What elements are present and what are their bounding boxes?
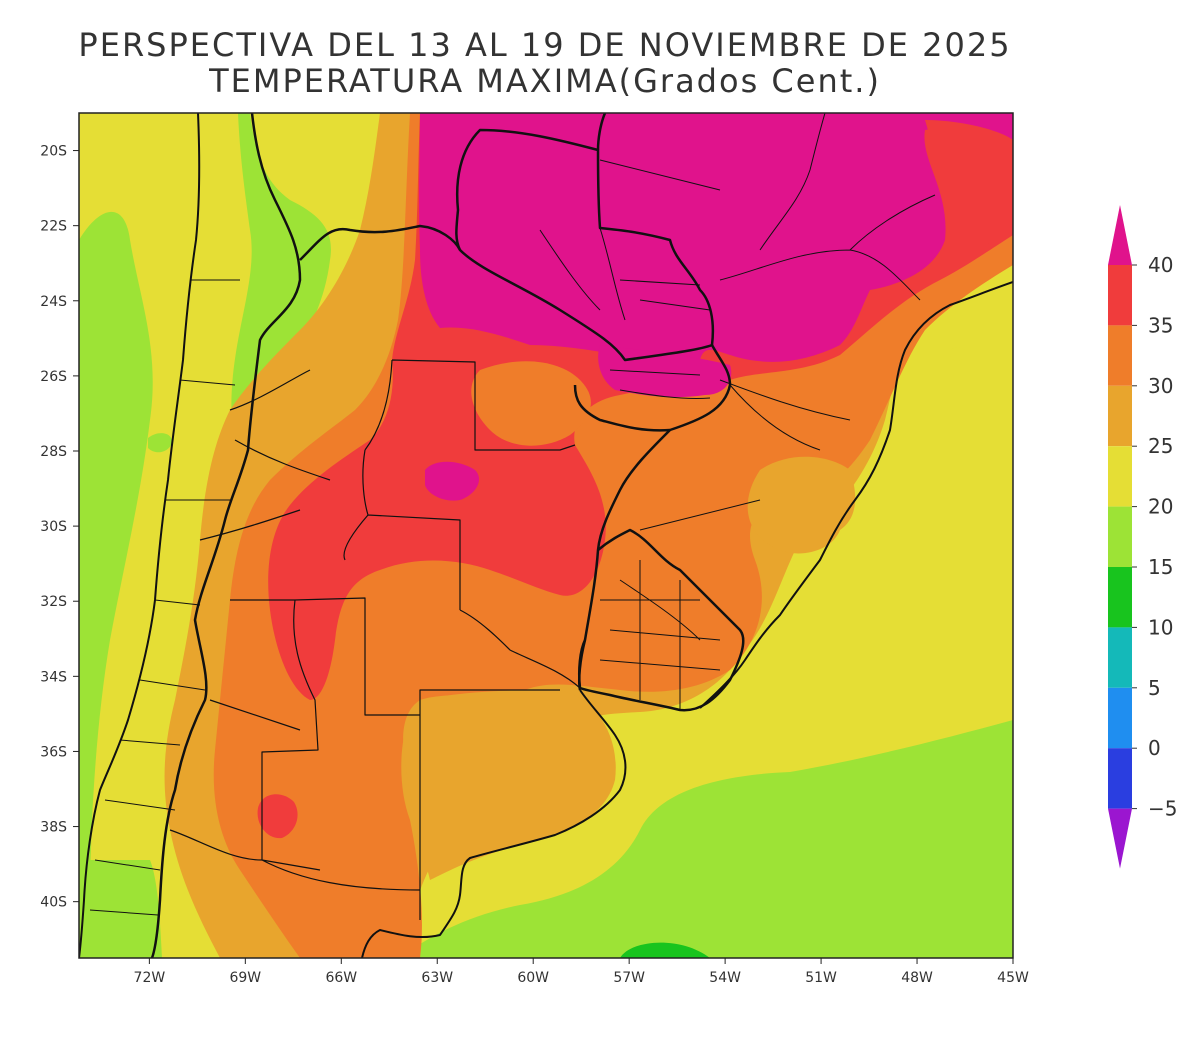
field-20-25-patch-atl <box>950 347 967 361</box>
legend-label: 40 <box>1148 253 1173 277</box>
legend-swatch <box>1108 567 1132 628</box>
bolivia-argentina-border <box>299 224 462 261</box>
lat-tick-label: 30S <box>40 519 67 535</box>
brazil-coastline <box>699 281 1013 709</box>
lat-tick-label: 28S <box>40 444 67 460</box>
legend-label: 15 <box>1148 555 1173 579</box>
legend-label: 0 <box>1148 736 1161 760</box>
legend-label: 10 <box>1148 615 1173 639</box>
lat-tick-label: 36S <box>40 744 67 760</box>
lat-tick-label: 32S <box>40 594 67 610</box>
temperature-field <box>79 113 1013 958</box>
field-35-40-ne-corner <box>925 120 1013 247</box>
paraguay-border <box>455 128 715 362</box>
latitude-axis: 20S 22S 24S 26S 28S 30S 32S 34S 36S 38S 40S <box>40 144 79 911</box>
lon-tick-label: 45W <box>997 970 1029 986</box>
field-40-plus-north <box>419 113 1013 367</box>
field-25-30-buenos-aires <box>403 690 616 880</box>
paraguay-department-borders <box>539 227 711 399</box>
legend-swatch <box>1108 446 1132 507</box>
legend-label: 25 <box>1148 434 1173 458</box>
longitude-axis: 72W 69W 66W 63W 60W 57W 54W 51W 48W 45W <box>134 958 1029 986</box>
legend-swatch <box>1108 385 1132 447</box>
lat-tick-label: 22S <box>40 219 67 235</box>
lat-tick-label: 40S <box>40 895 67 911</box>
argentina-brazil-border <box>573 344 732 432</box>
brazil-state-borders <box>599 113 936 531</box>
uruguay-department-borders <box>599 560 721 710</box>
field-andes-south-15-20 <box>79 860 162 958</box>
legend-label: 5 <box>1148 676 1161 700</box>
lon-tick-label: 63W <box>421 970 453 986</box>
field-pacific-15-20 <box>79 211 153 958</box>
lon-tick-label: 60W <box>517 970 549 986</box>
legend-swatch <box>1108 687 1132 749</box>
legend-label: −5 <box>1148 797 1177 821</box>
argentina-atlantic-coastline <box>361 689 627 958</box>
legend-arrow-top <box>1108 205 1132 265</box>
field-25-30-south-brazil <box>747 456 856 554</box>
lon-tick-label: 66W <box>325 970 357 986</box>
lon-tick-label: 51W <box>805 970 837 986</box>
political-borders <box>79 113 1013 958</box>
legend-label: 35 <box>1148 313 1173 337</box>
field-30-35-entre-rios <box>471 361 591 446</box>
legend-swatch <box>1108 627 1132 688</box>
chile-coastline <box>79 113 201 958</box>
lat-tick-label: 34S <box>40 669 67 685</box>
lat-tick-label: 20S <box>40 144 67 160</box>
lon-tick-label: 54W <box>709 970 741 986</box>
map-frame <box>78 112 1014 959</box>
map-title-line-2: TEMPERATURA MAXIMA(Grados Cent.) <box>209 62 881 100</box>
legend-swatch <box>1108 265 1132 326</box>
lon-tick-label: 72W <box>134 970 166 986</box>
field-atlantic-15-20 <box>400 720 1013 958</box>
lon-tick-label: 57W <box>613 970 645 986</box>
map-title-line-1: PERSPECTIVA DEL 13 AL 19 DE NOVIEMBRE DE… <box>78 26 1012 64</box>
lon-tick-label: 48W <box>901 970 933 986</box>
brazil-bolivia-border <box>596 113 607 151</box>
lon-tick-label: 69W <box>229 970 261 986</box>
field-40-plus-santiago <box>425 461 480 501</box>
legend-swatch <box>1108 325 1132 386</box>
field-15-20-patch-1 <box>148 433 172 453</box>
field-atlantic-10-15 <box>620 942 710 958</box>
lat-tick-label: 24S <box>40 294 67 310</box>
legend-label: 20 <box>1148 495 1173 519</box>
legend-swatch <box>1108 748 1132 809</box>
chile-region-borders <box>89 279 240 916</box>
legend-label: 30 <box>1148 374 1173 398</box>
lat-tick-label: 26S <box>40 369 67 385</box>
legend-swatch <box>1108 506 1132 567</box>
color-legend: 40 35 30 25 20 15 10 5 0 −5 <box>1108 205 1177 869</box>
legend-arrow-bottom <box>1108 808 1132 869</box>
lat-tick-label: 38S <box>40 820 67 836</box>
field-35-40-neuquen <box>257 794 298 839</box>
argentina-province-borders <box>169 359 581 920</box>
field-andes-north-15-20 <box>231 113 331 440</box>
